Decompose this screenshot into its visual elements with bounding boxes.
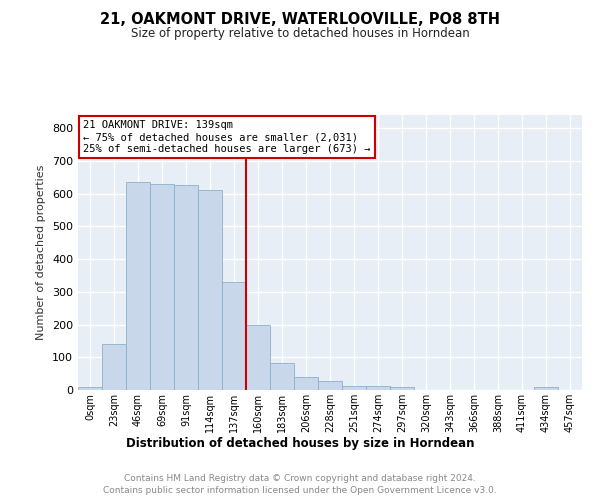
Bar (222, 282, 246, 390)
Bar (78, 388, 102, 390)
Bar (342, 386, 366, 390)
Bar (390, 387, 414, 390)
Text: 21, OAKMONT DRIVE, WATERLOOVILLE, PO8 8TH: 21, OAKMONT DRIVE, WATERLOOVILLE, PO8 8T… (100, 12, 500, 28)
Bar (246, 324, 270, 390)
Bar (174, 186, 198, 390)
Y-axis label: Number of detached properties: Number of detached properties (37, 165, 46, 340)
Text: Contains public sector information licensed under the Open Government Licence v3: Contains public sector information licen… (103, 486, 497, 495)
Bar (102, 344, 126, 390)
Text: Contains HM Land Registry data © Crown copyright and database right 2024.: Contains HM Land Registry data © Crown c… (124, 474, 476, 483)
Text: Distribution of detached houses by size in Horndean: Distribution of detached houses by size … (126, 438, 474, 450)
Bar (270, 363, 294, 390)
Bar (318, 381, 342, 390)
Bar (294, 377, 318, 390)
Bar (366, 386, 390, 390)
Bar (534, 388, 558, 390)
Bar (150, 184, 174, 390)
Text: Size of property relative to detached houses in Horndean: Size of property relative to detached ho… (131, 28, 469, 40)
Bar (126, 182, 150, 390)
Text: 21 OAKMONT DRIVE: 139sqm
← 75% of detached houses are smaller (2,031)
25% of sem: 21 OAKMONT DRIVE: 139sqm ← 75% of detach… (83, 120, 371, 154)
Bar (198, 190, 222, 390)
